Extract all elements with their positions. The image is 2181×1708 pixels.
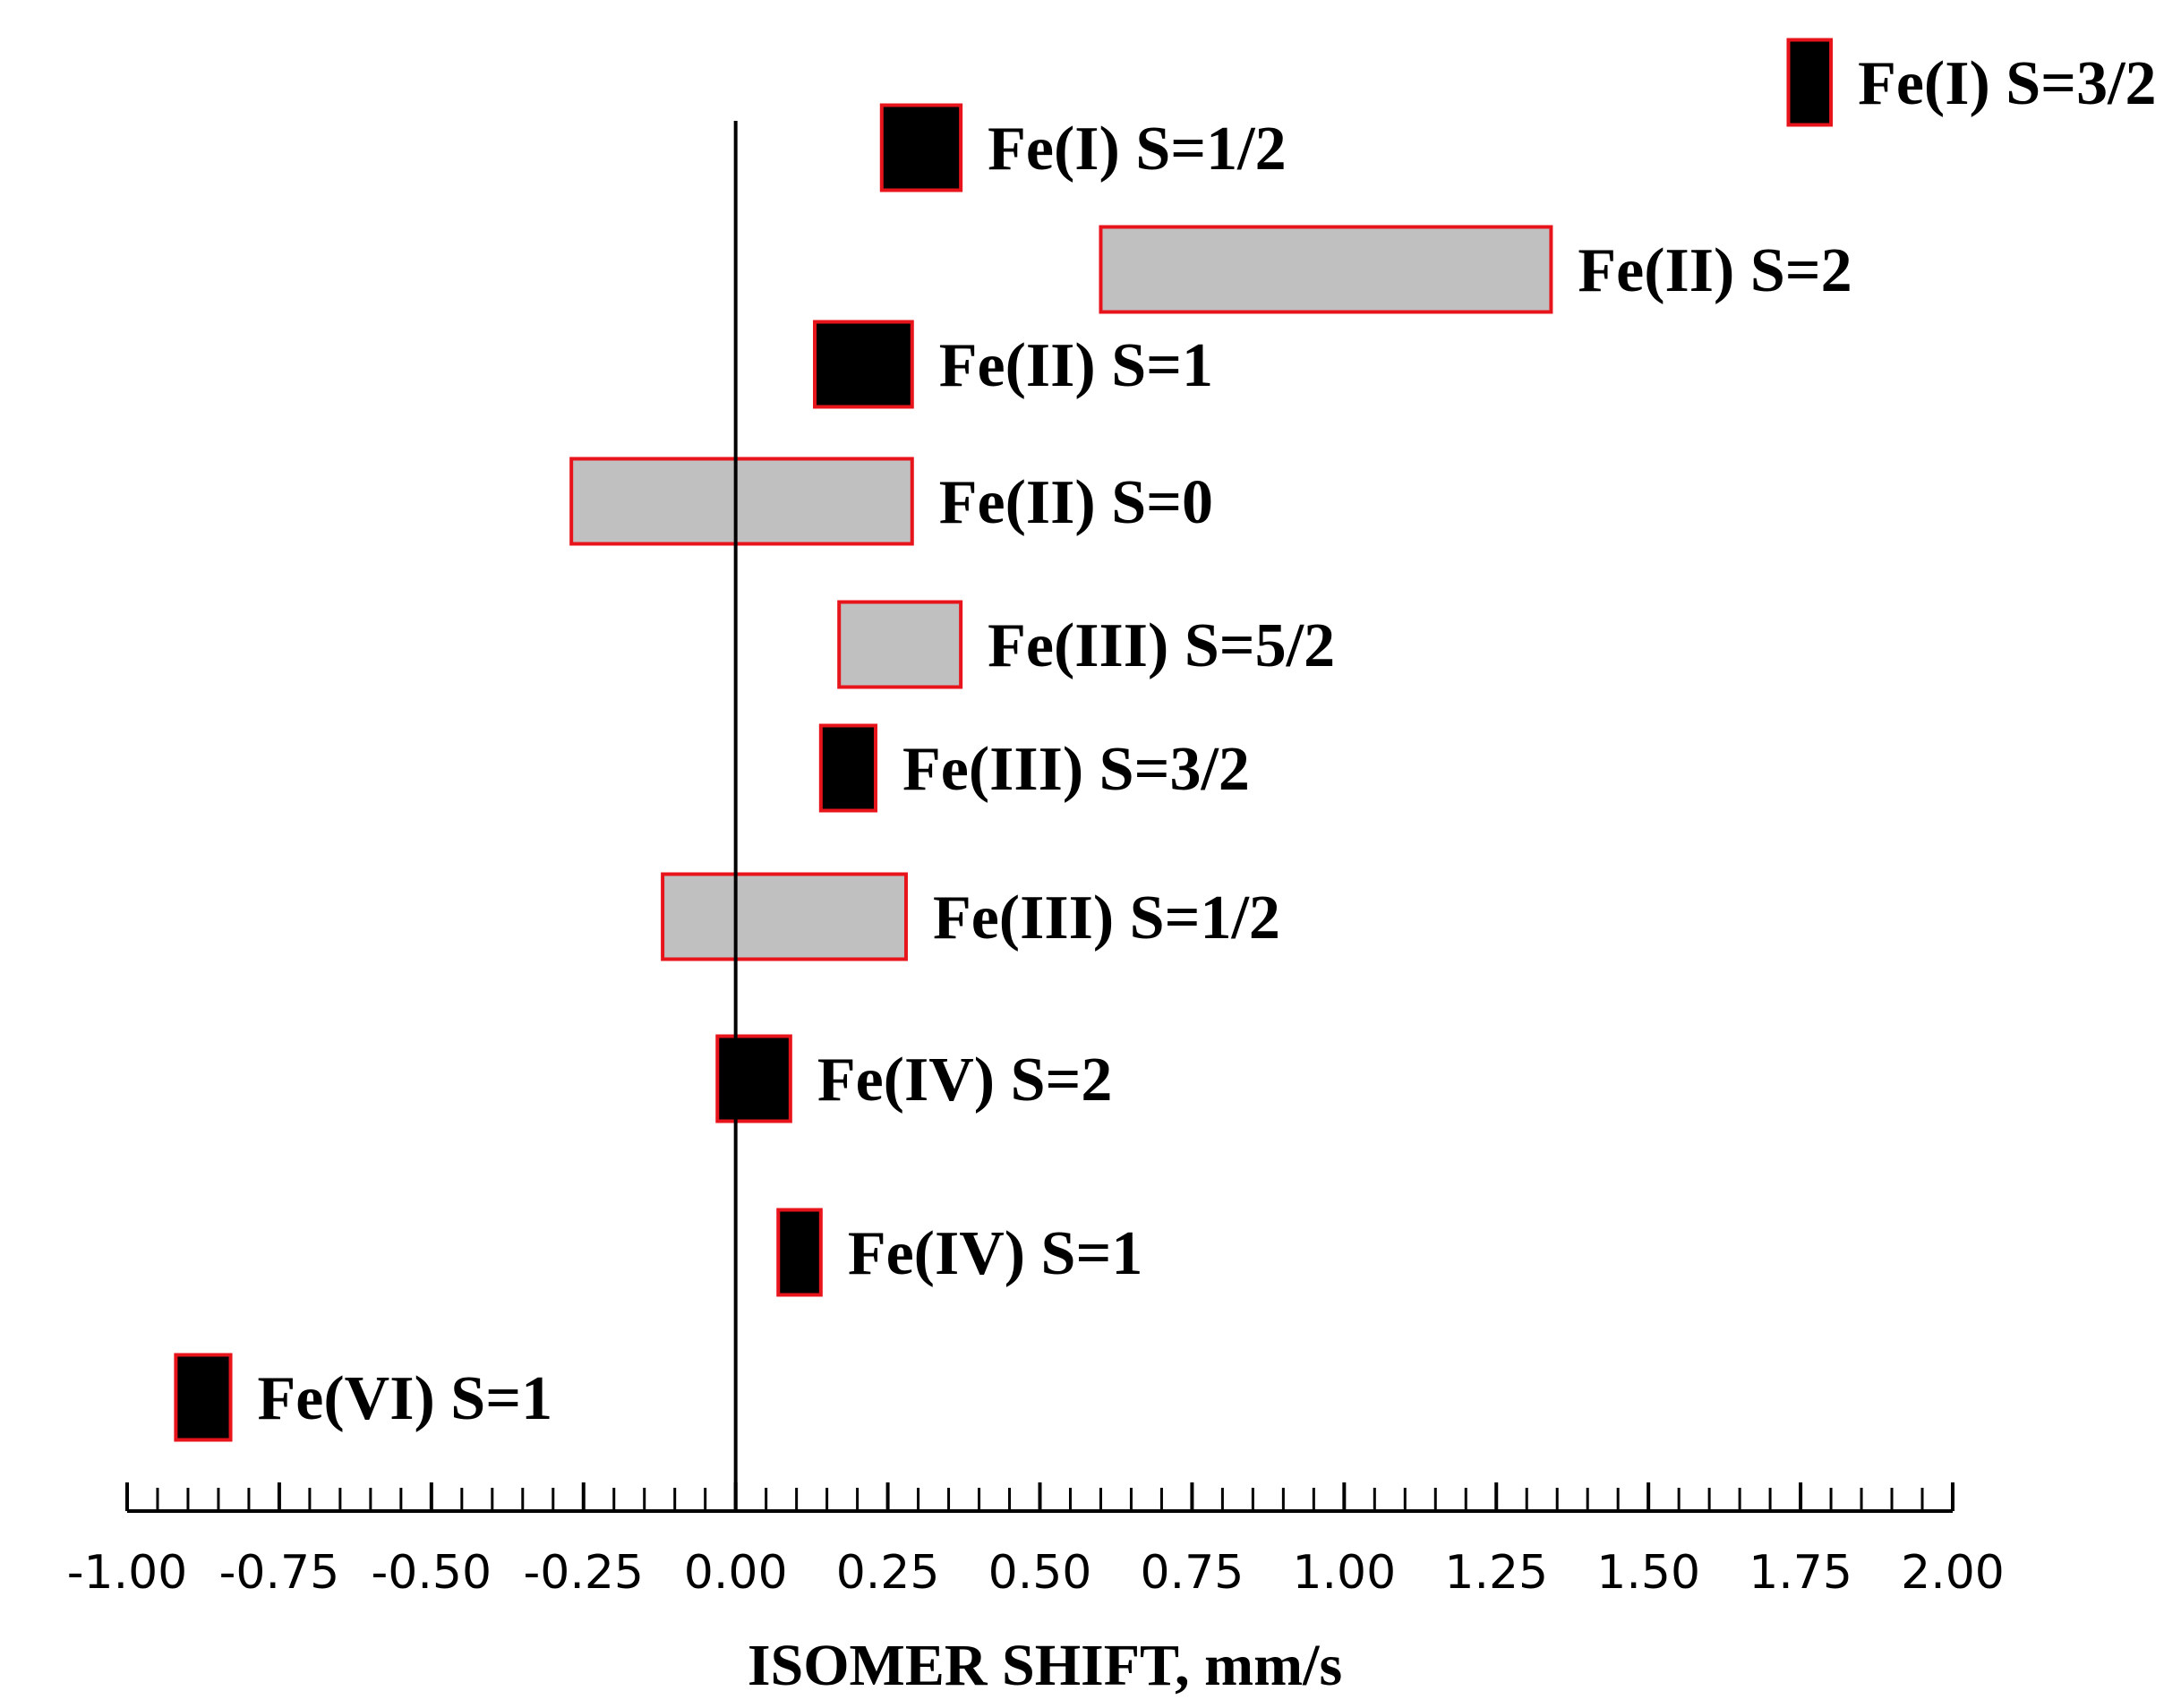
x-tick-label: 2.00 [1901,1546,2005,1600]
x-tick-label: 1.25 [1444,1546,1548,1600]
range-bar [715,1034,792,1123]
x-tick-label: -0.75 [219,1546,340,1600]
range-bar [1099,225,1553,314]
x-tick-label: 1.50 [1596,1546,1700,1600]
range-label: Fe(III) S=5/2 [988,611,1335,680]
x-tick-label: 0.25 [836,1546,940,1600]
range-label: Fe(II) S=2 [1578,236,1852,305]
range-label: Fe(III) S=3/2 [902,735,1250,804]
range-bars [174,38,1834,1442]
x-tick-label: 1.75 [1749,1546,1852,1600]
range-bar [569,457,914,546]
range-label: Fe(III) S=1/2 [933,884,1280,952]
range-bar [1786,38,1834,127]
range-bar [813,320,914,409]
range-bar [661,872,908,961]
x-axis-ticks [125,1482,1954,1511]
range-label: Fe(IV) S=2 [817,1046,1113,1114]
x-axis-title: ISOMER SHIFT, mm/s [748,1633,1342,1698]
x-tick-label: 0.75 [1141,1546,1244,1600]
range-label: Fe(VI) S=1 [258,1364,553,1433]
x-tick-label: -0.50 [372,1546,492,1600]
range-label: Fe(II) S=1 [939,331,1213,400]
x-tick-label: -0.25 [523,1546,644,1600]
range-bar [837,600,963,689]
x-tick-label: 0.50 [988,1546,1092,1600]
range-labels: Fe(I) S=3/2 Fe(I) S=1/2 Fe(II) S=2 Fe(II) S… [258,49,2157,1433]
x-axis-tick-labels: -1.00 -0.75 -0.50 -0.25 0.00 0.25 0.50 0.75 1.00… [67,1546,2005,1600]
range-label: Fe(II) S=0 [939,468,1213,537]
range-bar [818,723,877,813]
range-bar [174,1353,233,1442]
x-tick-label: 0.00 [684,1546,788,1600]
range-label: Fe(I) S=3/2 [1858,49,2156,118]
range-bar [879,103,963,192]
range-bar [776,1208,823,1297]
x-tick-label: 1.00 [1292,1546,1396,1600]
range-label: Fe(IV) S=1 [848,1219,1143,1288]
range-label: Fe(I) S=1/2 [988,115,1286,184]
x-tick-label: -1.00 [67,1546,188,1600]
